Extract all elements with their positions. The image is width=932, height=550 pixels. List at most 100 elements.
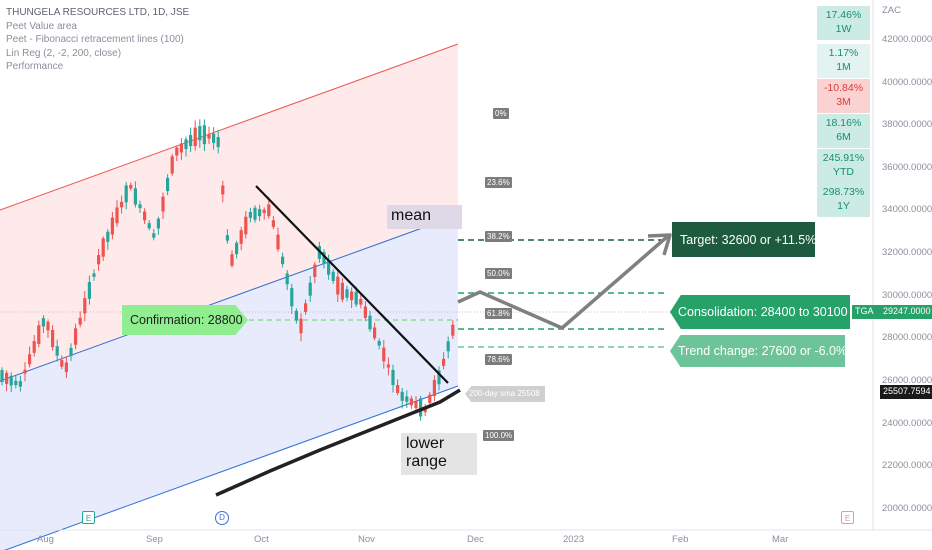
candle-body xyxy=(37,325,41,345)
candle-body xyxy=(271,220,275,227)
confirmation-label[interactable]: Confirmation: 28800 xyxy=(122,305,248,335)
perf-value: 17.46% xyxy=(825,9,862,21)
y-tick: 36000.0000 xyxy=(882,162,932,173)
indicator-value-area[interactable]: Peet Value area xyxy=(6,20,77,32)
x-tick: Feb xyxy=(672,534,689,545)
indicator-lin-reg[interactable]: Lin Reg (2, -2, 200, close) xyxy=(6,47,122,59)
candle-body xyxy=(414,401,418,409)
candle-body xyxy=(432,380,436,397)
candle-body xyxy=(55,346,59,356)
candle-body xyxy=(152,233,156,238)
sma-200-line xyxy=(215,388,461,497)
candle-body xyxy=(345,289,349,298)
earnings-event-marker[interactable]: E xyxy=(82,511,95,524)
candle-body xyxy=(124,185,128,203)
candle-body xyxy=(299,318,303,334)
candle-body xyxy=(0,370,4,382)
symbol-title[interactable]: THUNGELA RESOURCES LTD, 1D, JSE xyxy=(6,7,190,18)
candle-body xyxy=(244,216,248,235)
indicator-fib-lines[interactable]: Peet - Fibonacci retracement lines (100) xyxy=(6,34,184,45)
candle-body xyxy=(313,264,317,277)
candle-body xyxy=(258,209,262,217)
mean-label[interactable]: mean xyxy=(387,205,462,229)
candle-body xyxy=(350,291,354,301)
y-tick: 32000.0000 xyxy=(882,247,932,258)
candle-body xyxy=(87,282,91,299)
candle-body xyxy=(235,242,239,255)
candle-body xyxy=(64,362,68,373)
candle-body xyxy=(446,341,450,352)
dividend-event-marker[interactable]: D xyxy=(215,511,229,525)
candle-body xyxy=(308,282,312,296)
perf-value: 298.73% xyxy=(822,186,865,198)
candle-body xyxy=(120,201,124,208)
candle-body xyxy=(46,321,50,331)
target-label[interactable]: Target: 32600 or +11.5% xyxy=(672,222,816,257)
candle-body xyxy=(428,394,432,403)
y-tick: 26000.0000 xyxy=(882,375,932,386)
candle-body xyxy=(267,204,271,217)
candle-body xyxy=(166,177,170,192)
perf-3m: -10.84% 3M xyxy=(817,79,870,113)
candle-body xyxy=(198,126,202,141)
y-tick: 40000.0000 xyxy=(882,77,932,88)
candle-body xyxy=(28,354,32,365)
candle-body xyxy=(382,347,386,362)
lower-range-label[interactable]: lower range xyxy=(401,433,477,475)
candle-body xyxy=(386,364,390,368)
x-tick: Aug xyxy=(37,534,54,545)
perf-6m: 18.16% 6M xyxy=(817,114,870,148)
y-tick: 30000.0000 xyxy=(882,290,932,301)
y-tick: 34000.0000 xyxy=(882,204,932,215)
perf-1m: 1.17% 1M xyxy=(817,44,870,78)
indicator-performance[interactable]: Performance xyxy=(6,61,64,72)
candle-body xyxy=(322,251,326,265)
candle-body xyxy=(41,318,45,327)
candle-body xyxy=(9,375,13,386)
candle-body xyxy=(14,380,18,386)
perf-period: 3M xyxy=(836,95,851,108)
candle-body xyxy=(336,276,340,295)
candle-body xyxy=(253,207,257,220)
candle-body xyxy=(60,360,64,367)
consolidation-label[interactable]: Consolidation: 28400 to 30100 xyxy=(670,295,850,329)
candle-body xyxy=(248,211,252,218)
candle-body xyxy=(396,385,400,393)
candle-body xyxy=(294,310,298,321)
candle-body xyxy=(221,185,225,195)
trend-change-label[interactable]: Trend change: 27600 or -6.0% xyxy=(670,335,845,367)
projected-path-arrowhead xyxy=(647,233,672,256)
y-tick: 20000.0000 xyxy=(882,503,932,514)
candle-body xyxy=(202,125,206,145)
x-tick: Sep xyxy=(146,534,163,545)
candle-body xyxy=(51,329,55,348)
candle-body xyxy=(69,347,73,357)
candle-body xyxy=(451,324,455,336)
candle-body xyxy=(147,223,151,229)
candle-body xyxy=(212,133,216,143)
fib-label-0: 0% xyxy=(493,108,509,119)
fib-label-786: 78.6% xyxy=(485,354,512,365)
perf-ytd: 245.91% YTD xyxy=(817,149,870,183)
currency-label: ZAC xyxy=(882,5,901,16)
candle-body xyxy=(133,188,137,205)
candle-body xyxy=(331,271,335,281)
x-tick: Oct xyxy=(254,534,269,545)
candle-body xyxy=(179,143,183,153)
future-earnings-marker[interactable]: E xyxy=(841,511,854,524)
candle-body xyxy=(419,398,423,417)
perf-period: 1M xyxy=(836,60,851,73)
candle-body xyxy=(276,234,280,250)
candle-body xyxy=(354,291,358,305)
upper-channel-line xyxy=(0,43,459,211)
mid-channel-line xyxy=(0,214,459,382)
perf-1w: 17.46% 1W xyxy=(817,6,870,40)
candle-body xyxy=(101,238,105,257)
candle-body xyxy=(138,204,142,209)
last-price-tag: 29247.0000 xyxy=(880,305,932,319)
perf-period: YTD xyxy=(833,165,854,178)
candle-body xyxy=(368,315,372,330)
candle-body xyxy=(437,370,441,385)
y-tick: 28000.0000 xyxy=(882,332,932,343)
